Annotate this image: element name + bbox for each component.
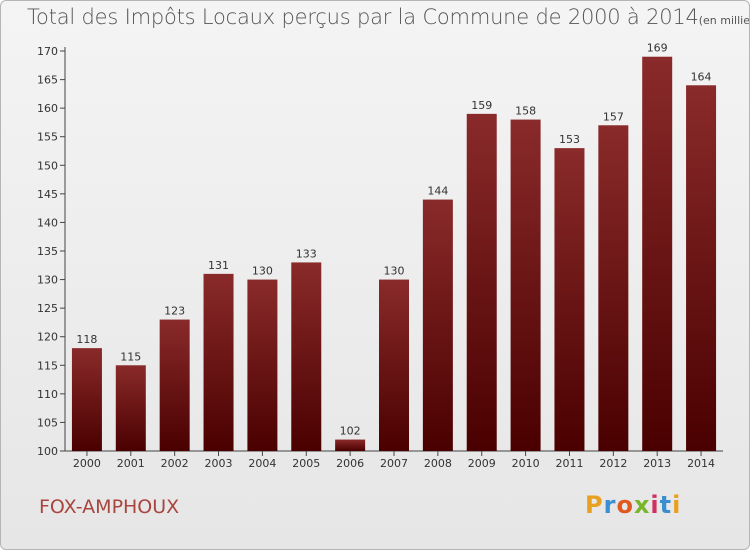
bar-2013 [642,56,673,451]
bar-value-label: 133 [296,247,317,260]
brand-letter: r [603,491,617,519]
x-tick-label: 2012 [599,457,627,470]
bar-value-label: 153 [559,133,580,146]
axes: 100 105 110 115 120 125 130 135 140 145 150 155 160 1… [37,45,723,470]
bar-2002 [159,319,190,451]
brand-letter: x [633,491,651,519]
y-tick-label: 170 [37,45,58,58]
y-tick-label: 150 [37,159,58,172]
bar-value-label: 123 [164,305,185,318]
brand-letter: P [585,491,604,519]
y-tick-label: 140 [37,216,58,229]
bar-value-label: 158 [515,105,536,118]
brand-logo[interactable]: Proxiti [585,491,681,519]
bar-2012 [598,125,629,452]
bar-2000 [71,348,102,451]
y-tick-label: 125 [37,302,58,315]
bar-2006 [335,439,366,451]
x-tick-label: 2005 [292,457,320,470]
brand-letter: i [650,491,660,519]
bar-2001 [115,365,146,451]
x-tick-label: 2000 [73,457,101,470]
x-tick-label: 2001 [117,457,145,470]
bar-value-label: 118 [76,333,97,346]
bar-value-label: 130 [252,265,273,278]
bar-2007 [379,279,409,451]
bar-value-label: 157 [603,110,624,123]
y-tick-label: 130 [37,274,58,287]
x-tick-label: 2011 [555,457,583,470]
bar-value-label: 159 [471,99,492,112]
bar-2009 [466,113,497,451]
bar-value-label: 169 [647,42,668,55]
x-tick-label: 2003 [205,457,233,470]
y-tick-label: 135 [37,245,58,258]
x-tick-label: 2014 [687,457,715,470]
x-tick-label: 2009 [468,457,496,470]
x-tick-label: 2002 [161,457,189,470]
bar-value-label: 144 [427,185,448,198]
y-tick-label: 165 [37,74,58,87]
chart-unit-note: (en milliers d'€) [698,14,750,27]
title-line: Total des Impôts Locaux perçus par la Co… [27,5,750,29]
bar-value-label: 102 [340,425,361,438]
x-tick-label: 2006 [336,457,364,470]
commune-name: FOX-AMPHOUX [39,496,180,518]
x-tick-label: 2010 [512,457,540,470]
bar-2003 [203,273,234,451]
y-tick-label: 115 [37,359,58,372]
x-tick-label: 2008 [424,457,452,470]
y-tick-label: 145 [37,188,58,201]
bar-2008 [422,199,453,451]
brand-letter: o [616,491,634,519]
x-tick-label: 2007 [380,457,408,470]
bar-2005 [291,262,322,451]
y-tick-label: 160 [37,102,58,115]
bars: 118 115 123 131 130 133 102 130 144 159 158 153 157 1… [71,42,717,452]
bar-value-label: 130 [384,265,405,278]
brand-letter: t [659,491,673,519]
y-tick-label: 105 [37,416,58,429]
chart-title: Total des Impôts Locaux perçus par la Co… [27,5,699,29]
bar-value-label: 164 [691,70,712,83]
y-tick-label: 120 [37,331,58,344]
bar-2004 [247,279,278,451]
y-tick-label: 100 [37,445,58,458]
y-tick-label: 155 [37,131,58,144]
x-tick-label: 2004 [248,457,276,470]
y-tick-label: 110 [37,388,58,401]
bar-2014 [686,85,717,452]
bar-value-label: 115 [120,350,141,363]
bar-2011 [554,148,585,451]
brand-letter: i [672,491,682,519]
x-tick-label: 2013 [643,457,671,470]
bar-2010 [510,119,541,452]
bar-value-label: 131 [208,259,229,272]
